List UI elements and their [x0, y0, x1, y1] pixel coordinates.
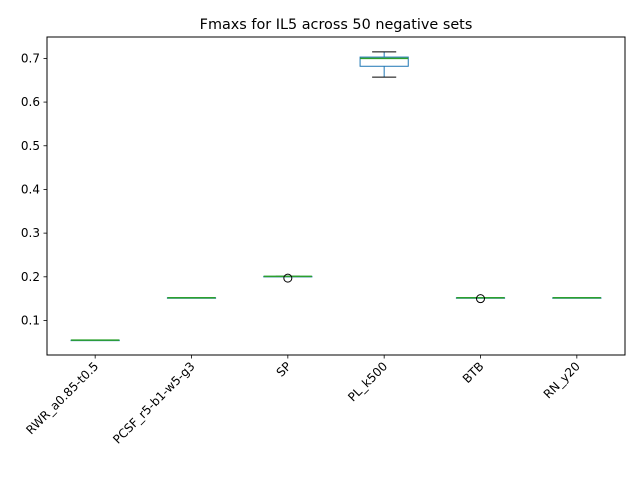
box-group	[70, 339, 120, 342]
box-group	[455, 294, 506, 304]
chart-title: Fmaxs for IL5 across 50 negative sets	[200, 17, 473, 33]
box-group	[552, 297, 602, 299]
box-iqr	[359, 56, 409, 67]
flier-point	[476, 294, 485, 304]
y-tick-label: 0.6	[21, 95, 40, 109]
flier-point	[283, 273, 293, 283]
y-axis: 0.1 0.2 0.3 0.4 0.5 0.6 0.7	[21, 51, 47, 327]
y-tick-label: 0.1	[21, 313, 40, 327]
y-tick-label: 0.2	[21, 270, 40, 284]
box-group	[359, 51, 409, 78]
boxes-layer	[70, 51, 602, 342]
box-group	[263, 273, 313, 283]
y-tick-label: 0.4	[21, 182, 40, 196]
y-tick-label: 0.5	[21, 139, 40, 153]
y-tick-label: 0.7	[21, 51, 40, 65]
box-group	[166, 297, 217, 299]
plot-area-frame	[46, 36, 626, 356]
y-tick-label: 0.3	[21, 226, 40, 240]
